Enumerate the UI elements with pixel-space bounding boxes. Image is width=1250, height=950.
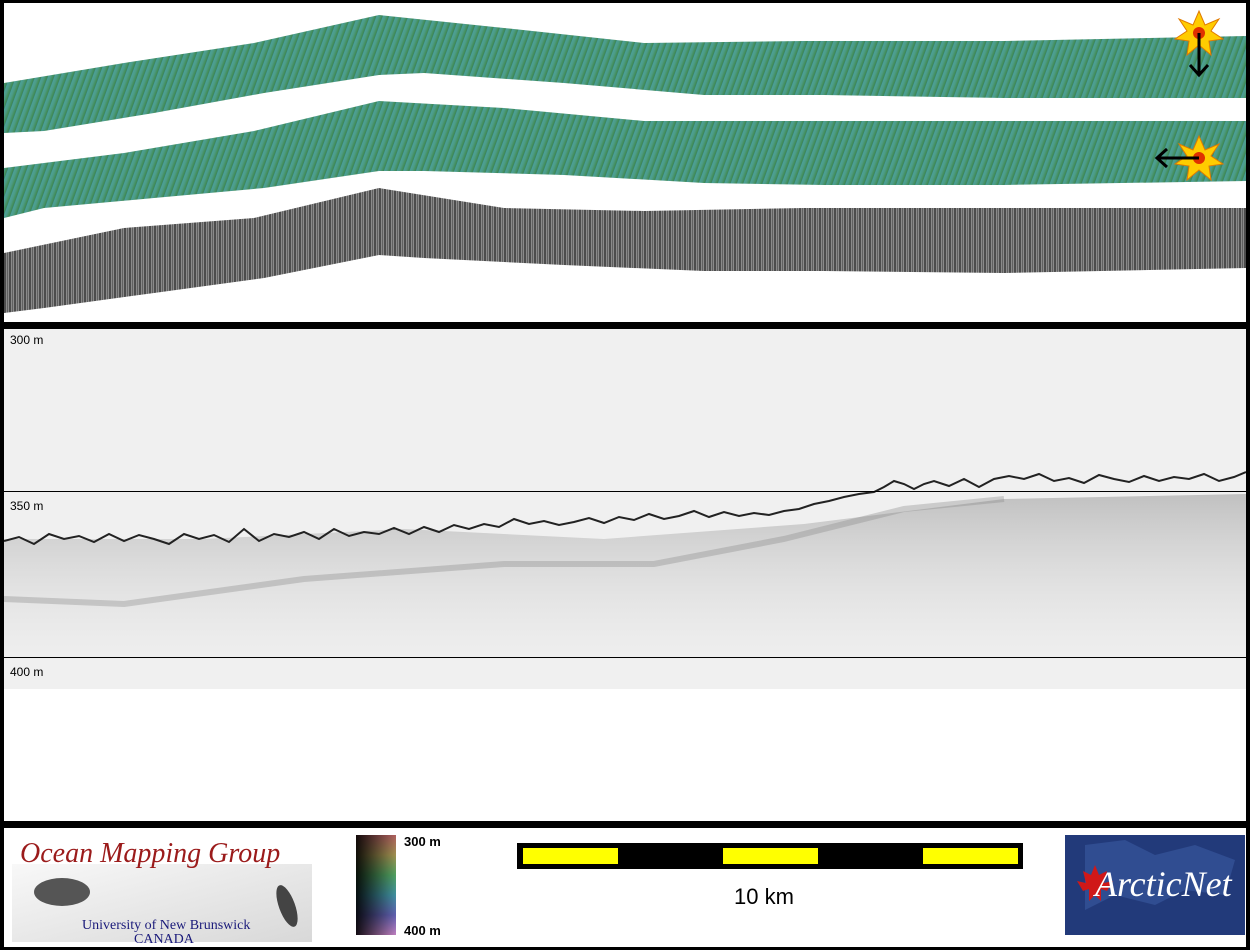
arrow-left-icon [1154,147,1199,169]
depth-label-300: 300 m [10,333,44,347]
omg-university: University of New Brunswick [82,918,251,933]
sub-bottom-profile-panel: 300 m 350 m 400 m [4,329,1246,821]
scale-segment [523,848,618,864]
maple-leaf-icon [1077,865,1113,901]
swath-map-panel [4,3,1246,322]
arcticnet-text: ArcticNet [1095,864,1232,904]
depth-colorbar [356,835,396,935]
subsurface-reflector [4,494,1246,659]
backscatter-swath [4,188,1246,313]
seabed-trace [4,471,1246,546]
omg-title: Ocean Mapping Group [20,838,281,869]
colorbar-top-label: 300 m [404,834,441,849]
colorbar-bottom-label: 400 m [404,923,441,938]
sub-bottom-profile [4,329,1246,689]
ocean-mapping-group-logo: Ocean Mapping Group University of New Br… [12,834,312,947]
bathymetry-swath-middle [4,101,1246,218]
swath-map [4,9,1246,313]
bathymetry-swath-upper [4,15,1246,133]
arcticnet-logo-graphic [1065,835,1245,935]
depth-label-400: 400 m [10,665,44,679]
colorbar-gradient [356,835,396,935]
depth-gridline [4,491,1246,492]
scale-segment [923,848,1018,864]
depth-gridline [4,657,1246,658]
depth-label-350: 350 m [10,499,44,513]
footer-panel: Ocean Mapping Group University of New Br… [4,828,1246,947]
omg-country: CANADA [134,932,194,947]
scale-bar [517,843,1023,869]
arrow-down-icon [1188,33,1210,78]
scale-bar-label: 10 km [734,884,794,909]
scale-segment [723,848,818,864]
omg-logo-graphic [12,864,312,942]
arcticnet-logo: ArcticNet [1065,835,1245,935]
